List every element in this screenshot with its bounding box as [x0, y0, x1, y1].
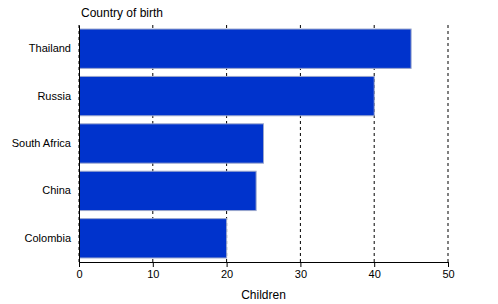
axis-line	[80, 263, 449, 268]
bar	[79, 124, 264, 163]
y-axis-title: Country of birth	[81, 6, 163, 20]
x-axis-title: Children	[241, 288, 286, 302]
tick-label: 40	[369, 268, 381, 280]
category-axis: Thailand Russia South Africa China Colombia	[12, 26, 80, 263]
tick: Colombia	[25, 232, 79, 244]
tick: China	[42, 184, 79, 196]
tick-label: 0	[76, 268, 82, 280]
tick: 20	[221, 262, 233, 280]
tick-mark	[227, 262, 228, 267]
tick: Thailand	[29, 42, 79, 54]
tick: 40	[369, 262, 381, 280]
value-axis: 0 10 20 30 40 50	[76, 262, 454, 280]
bars	[79, 29, 411, 258]
tick-label: 10	[147, 268, 159, 280]
grid-line	[79, 25, 80, 262]
tick-mark	[300, 262, 301, 267]
tick-label: Russia	[37, 90, 72, 102]
tick: 50	[442, 262, 454, 280]
tick-mark	[79, 262, 80, 267]
tick-label: 50	[442, 268, 454, 280]
tick-label: Thailand	[29, 42, 71, 54]
bar	[79, 219, 227, 258]
tick-label: 20	[221, 268, 233, 280]
tick-mark	[374, 262, 375, 267]
tick: 0	[76, 262, 82, 280]
bar	[79, 171, 256, 210]
grid	[79, 25, 448, 262]
bar	[79, 29, 411, 68]
tick-mark	[448, 262, 449, 267]
grid-line	[448, 25, 449, 262]
chart-container: 0 10 20 30 40 50 Thailand Russia South Africa Chi…	[0, 0, 498, 304]
tick-label: Colombia	[25, 232, 72, 244]
axis-line	[79, 26, 80, 263]
chart-svg: 0 10 20 30 40 50 Thailand Russia South Africa Chi…	[0, 0, 498, 304]
tick: 30	[295, 262, 307, 280]
tick: Russia	[37, 90, 79, 102]
tick-label: China	[42, 184, 72, 196]
tick-label: 30	[295, 268, 307, 280]
tick-label: South Africa	[12, 137, 72, 149]
plot: 0 10 20 30 40 50 Thailand Russia South Africa Chi…	[12, 25, 455, 280]
tick: 10	[147, 262, 159, 280]
tick: South Africa	[12, 137, 79, 149]
bar	[79, 76, 374, 115]
tick-mark	[153, 262, 154, 267]
